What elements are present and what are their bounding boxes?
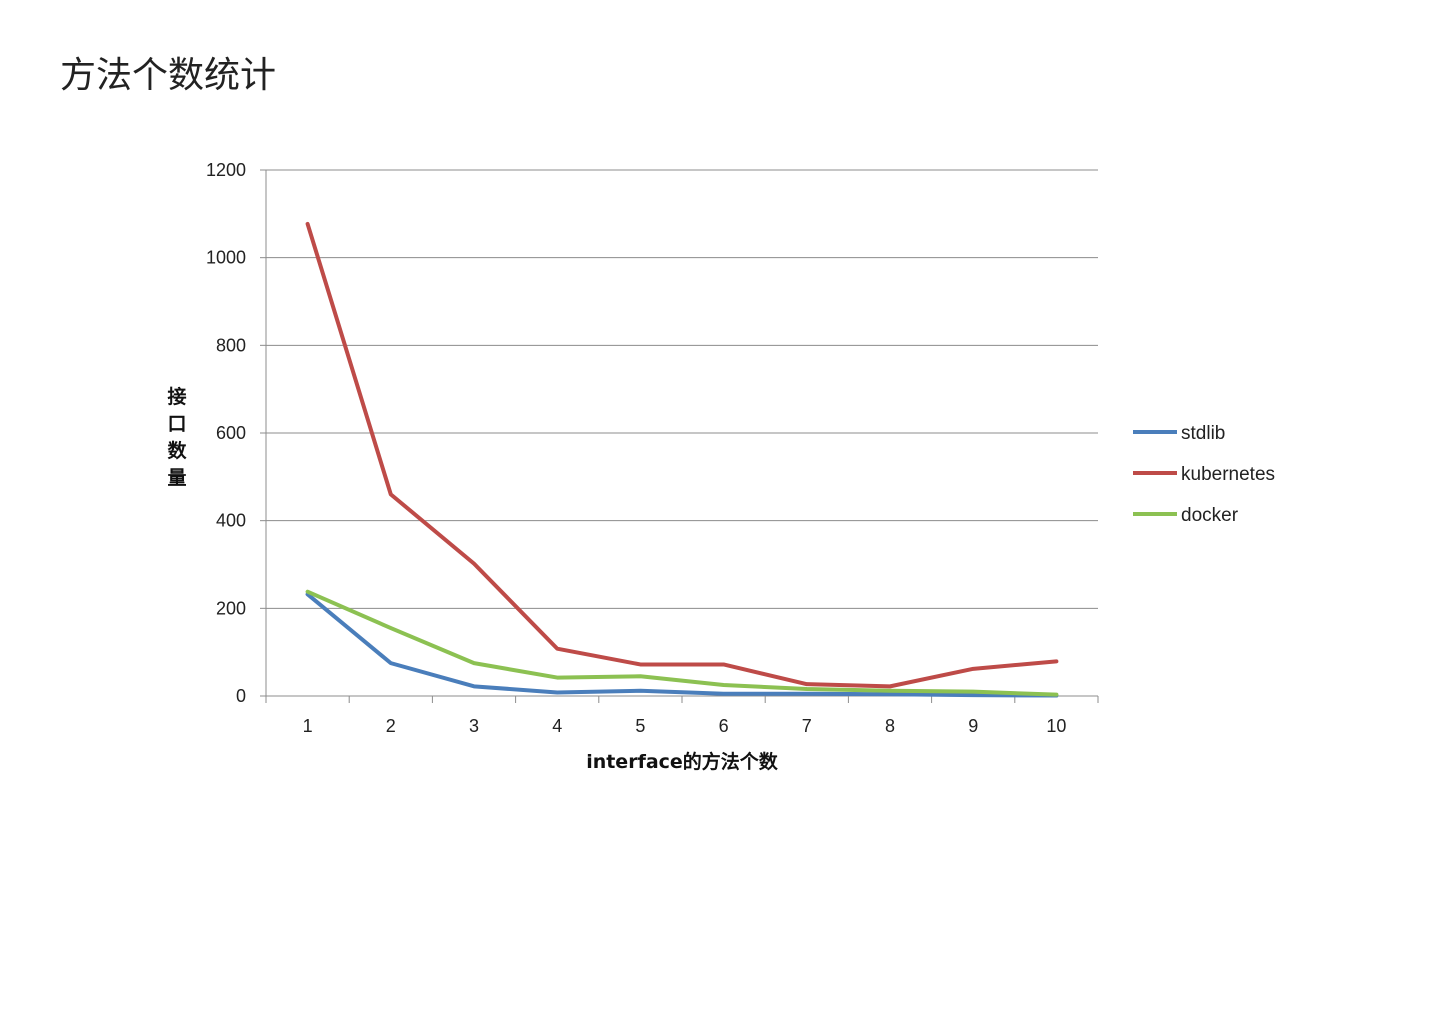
legend-label: kubernetes <box>1181 464 1275 485</box>
y-axis-label-char: 数 <box>167 439 187 462</box>
series-line-kubernetes <box>305 221 1059 689</box>
axes <box>260 169 1099 703</box>
x-tick-label: 8 <box>885 716 895 736</box>
y-tick-label: 1200 <box>206 160 246 180</box>
x-axis-label: interface的方法个数 <box>586 750 779 773</box>
series-lines <box>305 221 1059 698</box>
legend-item-stdlib: stdlib <box>1133 423 1225 444</box>
legend-item-docker: docker <box>1133 505 1239 526</box>
y-tick-label: 800 <box>216 335 246 355</box>
legend: stdlib kubernetes docker <box>1133 423 1275 526</box>
y-tick-labels: 0 200 400 600 800 1000 1200 <box>206 160 246 706</box>
y-tick-label: 400 <box>216 511 246 531</box>
y-axis-label-char: 量 <box>167 467 186 489</box>
y-axis-label-char: 接 <box>167 386 186 408</box>
y-tick-label: 0 <box>236 686 246 706</box>
y-tick-label: 600 <box>216 423 246 443</box>
x-tick-label: 1 <box>303 716 313 736</box>
legend-label: stdlib <box>1181 423 1225 444</box>
page-title: 方法个数统计 <box>60 55 277 96</box>
gridlines <box>266 169 1098 609</box>
x-tick-label: 7 <box>802 716 812 736</box>
x-tick-label: 10 <box>1046 716 1066 736</box>
x-tick-label: 4 <box>552 716 562 736</box>
legend-label: docker <box>1181 505 1239 526</box>
x-tick-label: 9 <box>968 716 978 736</box>
x-tick-label: 6 <box>719 716 729 736</box>
y-axis-label-char: 口 <box>167 413 186 435</box>
series-line-docker <box>305 589 1059 697</box>
series-line-stdlib <box>305 592 1059 698</box>
x-tick-labels: 1 2 3 4 5 6 7 8 9 10 <box>303 716 1067 736</box>
x-tick-label: 2 <box>386 716 396 736</box>
y-tick-label: 1000 <box>206 248 246 268</box>
y-tick-label: 200 <box>216 598 246 618</box>
legend-item-kubernetes: kubernetes <box>1133 464 1275 485</box>
x-tick-label: 3 <box>469 716 479 736</box>
x-tick-label: 5 <box>635 716 645 736</box>
